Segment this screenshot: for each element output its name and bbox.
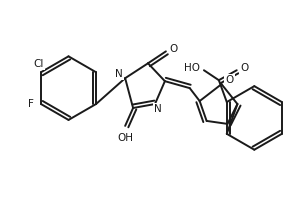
Text: F: F [28,99,34,109]
Text: OH: OH [117,133,133,143]
Text: N: N [154,104,162,114]
Text: Cl: Cl [34,59,44,69]
Text: O: O [170,44,178,54]
Text: N: N [115,69,123,79]
Text: O: O [225,75,234,85]
Text: O: O [241,63,249,73]
Text: HO: HO [184,63,200,73]
